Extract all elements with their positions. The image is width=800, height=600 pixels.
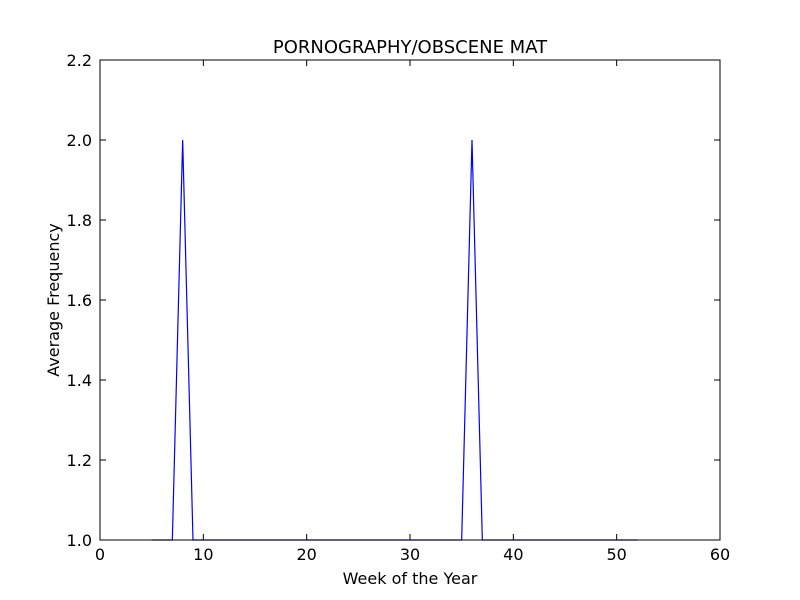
x-tick-label: 30: [400, 545, 420, 564]
y-tick-label: 1.6: [67, 291, 92, 310]
chart-title: PORNOGRAPHY/OBSCENE MAT: [273, 37, 548, 58]
plot-area-frame: [99, 59, 721, 541]
y-tick-label: 1.0: [67, 531, 92, 550]
x-tick-label: 50: [606, 545, 626, 564]
x-axis-label: Week of the Year: [343, 569, 478, 588]
x-tick-label: 40: [503, 545, 523, 564]
y-axis-label: Average Frequency: [44, 223, 63, 376]
ticks-layer: 0 10 20 30 40 50 60 1.0 1.2 1.4 1.6 1.8 2.0 2.2: [67, 51, 731, 564]
x-tick-label: 20: [296, 545, 316, 564]
y-tick-label: 1.4: [67, 371, 92, 390]
y-tick-label: 1.2: [67, 451, 92, 470]
x-tick-label: 0: [95, 545, 105, 564]
y-tick-label: 2.0: [67, 131, 92, 150]
y-tick-label: 1.8: [67, 211, 92, 230]
x-tick-label: 10: [193, 545, 213, 564]
y-tick-label: 2.2: [67, 51, 92, 70]
x-tick-label: 60: [710, 545, 730, 564]
